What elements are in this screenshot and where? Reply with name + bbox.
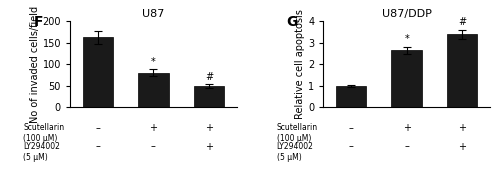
Text: Scutellarin
(100 μM): Scutellarin (100 μM): [24, 123, 64, 143]
Text: –: –: [96, 142, 100, 152]
Bar: [194, 86, 224, 107]
Text: –: –: [348, 142, 354, 152]
Text: #: #: [458, 18, 466, 27]
Text: #: #: [205, 72, 213, 82]
Text: –: –: [151, 142, 156, 152]
Text: Scutellarin
(100 μM): Scutellarin (100 μM): [276, 123, 318, 143]
Title: U87/DDP: U87/DDP: [382, 9, 432, 19]
Text: –: –: [96, 123, 100, 133]
Bar: [82, 37, 113, 107]
Text: –: –: [348, 123, 354, 133]
Bar: [447, 34, 478, 107]
Text: *: *: [404, 34, 409, 44]
Y-axis label: Relative cell apoptosis: Relative cell apoptosis: [296, 9, 306, 119]
Text: *: *: [151, 57, 156, 67]
Text: G: G: [286, 15, 298, 29]
Bar: [138, 73, 168, 107]
Text: +: +: [205, 123, 213, 133]
Text: +: +: [458, 142, 466, 152]
Title: U87: U87: [142, 9, 165, 19]
Text: +: +: [150, 123, 158, 133]
Y-axis label: No of invaded cells/field: No of invaded cells/field: [30, 6, 40, 123]
Bar: [336, 86, 366, 107]
Text: +: +: [402, 123, 410, 133]
Text: +: +: [458, 123, 466, 133]
Text: LY294002
(5 μM): LY294002 (5 μM): [276, 142, 314, 162]
Text: +: +: [205, 142, 213, 152]
Text: LY294002
(5 μM): LY294002 (5 μM): [24, 142, 60, 162]
Text: F: F: [34, 15, 43, 29]
Bar: [392, 50, 422, 107]
Text: –: –: [404, 142, 409, 152]
